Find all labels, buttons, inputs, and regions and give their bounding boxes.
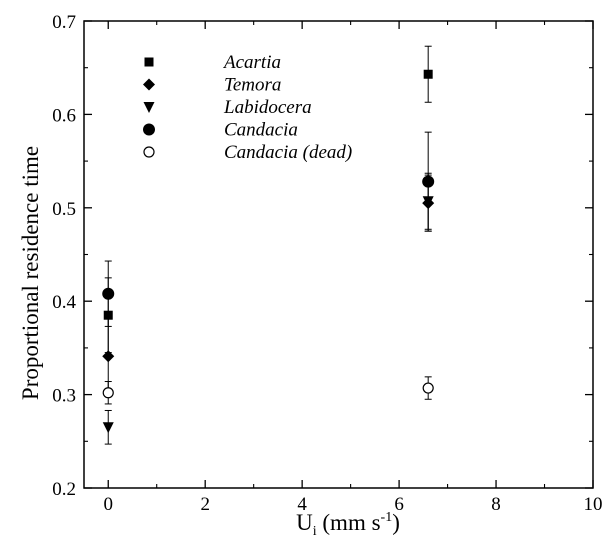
data-point [102,287,115,300]
x-tick-label: 10 [584,494,603,515]
y-tick-label: 0.2 [52,479,76,500]
series-temora [102,174,435,395]
legend-marker [144,57,154,67]
series-candacia [102,131,435,327]
series-labidocera [102,172,434,445]
x-axis-label-subscript: i [313,524,317,539]
y-tick-label: 0.5 [52,199,76,220]
x-tick-label: 0 [103,494,113,515]
x-tick-label: 8 [491,494,501,515]
x-axis-label-superscript: -1 [381,510,393,525]
data-point [102,422,114,434]
legend-marker [143,123,155,136]
legend-marker [143,78,155,91]
x-tick-label: 2 [200,494,210,515]
plot-area [83,20,594,489]
legend-entry: Labidocera [143,97,312,118]
legend-entry: Candacia [143,120,298,141]
legend: AcartiaTemoraLabidoceraCandaciaCandacia … [143,52,352,163]
x-tick-label: 4 [297,494,307,515]
data-point [422,175,435,188]
data-point [102,350,115,363]
legend-label: Candacia [224,120,298,141]
legend-label: Temora [224,75,281,96]
x-axis-label-main: U [296,510,313,535]
axis-tick-labels: 0 2 4 6 8 10 0.2 0.3 0.4 0.5 0.6 0.7 [52,12,602,515]
x-axis-label-close: ) [392,510,400,535]
data-point [102,387,114,399]
x-axis-label-unit: (mm s [317,510,381,535]
y-tick-label: 0.4 [52,292,76,313]
legend-entry: Temora [143,75,281,96]
y-tick-label: 0.3 [52,386,76,407]
data-points [102,45,435,445]
data-point [422,382,434,394]
y-tick-label: 0.6 [52,105,76,126]
y-axis-label: Proportional residence time [18,146,43,400]
legend-marker [143,146,155,158]
y-tick-label: 0.7 [52,12,76,33]
legend-label: Candacia (dead) [224,142,352,163]
legend-entry: Candacia (dead) [143,142,352,163]
data-point [423,69,433,79]
series-candacia-dead [102,376,434,405]
axis-ticks [84,20,594,489]
x-axis-label: Ui (mm s-1) [296,510,400,539]
legend-marker [143,102,155,113]
legend-label: Acartia [222,52,281,73]
plot-border [83,20,594,489]
legend-entry: Acartia [144,52,281,73]
x-tick-label: 6 [394,494,404,515]
legend-label: Labidocera [223,97,312,118]
